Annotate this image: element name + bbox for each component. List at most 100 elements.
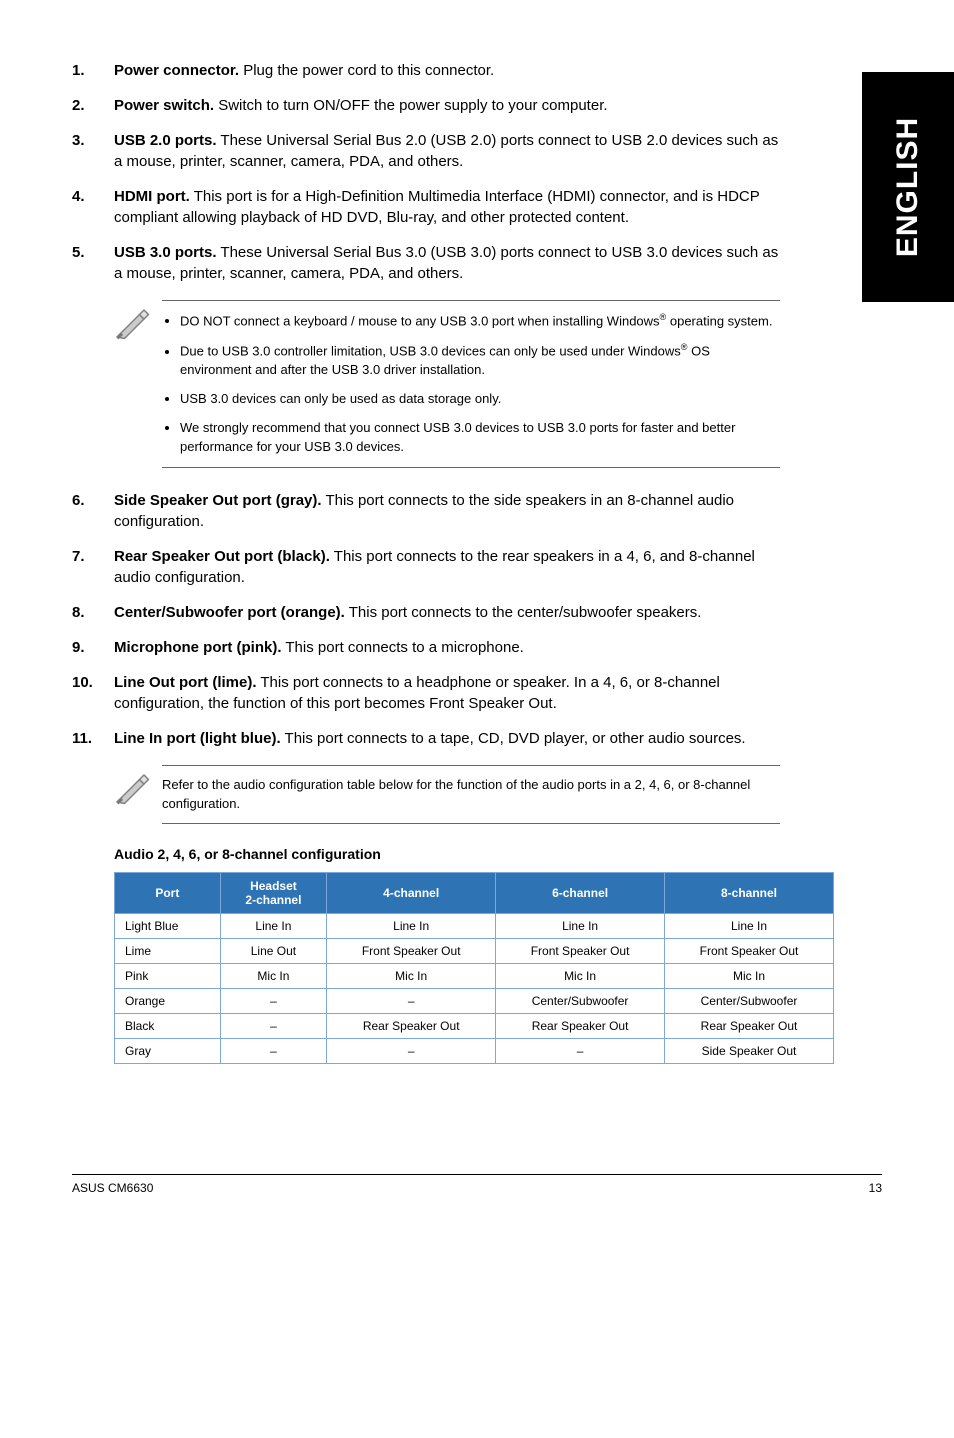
table-cell: Mic In (665, 964, 834, 989)
table-header: 6-channel (496, 873, 665, 914)
table-cell: Orange (115, 989, 221, 1014)
table-cell: Center/Subwoofer (665, 989, 834, 1014)
note-content: Refer to the audio configuration table b… (162, 765, 780, 825)
pencil-icon (114, 765, 162, 810)
item-number: 7. (72, 546, 114, 588)
table-cell: Line Out (220, 939, 327, 964)
table-row: Black–Rear Speaker OutRear Speaker OutRe… (115, 1014, 834, 1039)
audio-table-title: Audio 2, 4, 6, or 8-channel configuratio… (114, 846, 790, 862)
table-cell: – (220, 989, 327, 1014)
item-title: Microphone port (pink). (114, 639, 281, 656)
note-bullet: We strongly recommend that you connect U… (180, 419, 780, 457)
note-bullet: Due to USB 3.0 controller limitation, US… (180, 341, 780, 380)
item-desc: Plug the power cord to this connector. (239, 62, 494, 79)
item-number: 8. (72, 602, 114, 623)
item-body: Power connector. Plug the power cord to … (114, 60, 790, 81)
table-cell: – (327, 1039, 496, 1064)
item-number: 9. (72, 637, 114, 658)
list-item: 11.Line In port (light blue). This port … (72, 728, 790, 749)
table-row: Gray–––Side Speaker Out (115, 1039, 834, 1064)
item-title: USB 3.0 ports. (114, 244, 217, 261)
audio-config-note: Refer to the audio configuration table b… (162, 777, 750, 811)
item-body: USB 3.0 ports. These Universal Serial Bu… (114, 242, 790, 284)
item-body: Power switch. Switch to turn ON/OFF the … (114, 95, 790, 116)
numbered-list-top: 1.Power connector. Plug the power cord t… (72, 60, 790, 284)
note-block-audio: Refer to the audio configuration table b… (114, 765, 790, 825)
item-title: USB 2.0 ports. (114, 132, 217, 149)
list-item: 9.Microphone port (pink). This port conn… (72, 637, 790, 658)
item-body: Center/Subwoofer port (orange). This por… (114, 602, 790, 623)
table-cell: Rear Speaker Out (327, 1014, 496, 1039)
item-title: Line Out port (lime). (114, 674, 257, 691)
table-cell: Lime (115, 939, 221, 964)
page-footer: ASUS CM6630 13 (72, 1174, 882, 1195)
table-header: 4-channel (327, 873, 496, 914)
item-title: Power connector. (114, 62, 239, 79)
numbered-list-bottom: 6.Side Speaker Out port (gray). This por… (72, 490, 790, 749)
table-cell: Center/Subwoofer (496, 989, 665, 1014)
table-cell: Rear Speaker Out (496, 1014, 665, 1039)
table-header: Headset2-channel (220, 873, 327, 914)
table-row: Orange––Center/SubwooferCenter/Subwoofer (115, 989, 834, 1014)
note-bullet: USB 3.0 devices can only be used as data… (180, 390, 780, 409)
table-cell: Gray (115, 1039, 221, 1064)
list-item: 3.USB 2.0 ports. These Universal Serial … (72, 130, 790, 172)
item-body: USB 2.0 ports. These Universal Serial Bu… (114, 130, 790, 172)
item-body: Microphone port (pink). This port connec… (114, 637, 790, 658)
item-title: Rear Speaker Out port (black). (114, 548, 330, 565)
table-row: Light BlueLine InLine InLine InLine In (115, 914, 834, 939)
table-cell: Line In (327, 914, 496, 939)
list-item: 4.HDMI port. This port is for a High-Def… (72, 186, 790, 228)
list-item: 6.Side Speaker Out port (gray). This por… (72, 490, 790, 532)
audio-config-table: PortHeadset2-channel4-channel6-channel8-… (114, 872, 834, 1064)
pencil-icon (114, 300, 162, 345)
note-block-usb3: DO NOT connect a keyboard / mouse to any… (114, 300, 790, 468)
table-row: PinkMic InMic InMic InMic In (115, 964, 834, 989)
item-number: 3. (72, 130, 114, 172)
item-number: 10. (72, 672, 114, 714)
table-cell: Front Speaker Out (496, 939, 665, 964)
item-body: Rear Speaker Out port (black). This port… (114, 546, 790, 588)
table-cell: Front Speaker Out (327, 939, 496, 964)
item-title: HDMI port. (114, 188, 190, 205)
item-body: Side Speaker Out port (gray). This port … (114, 490, 790, 532)
item-desc: This port connects to the center/subwoof… (345, 604, 702, 621)
table-cell: Light Blue (115, 914, 221, 939)
item-desc: This port connects to a microphone. (281, 639, 523, 656)
table-cell: Mic In (327, 964, 496, 989)
table-cell: Rear Speaker Out (665, 1014, 834, 1039)
item-number: 11. (72, 728, 114, 749)
table-cell: – (327, 989, 496, 1014)
item-desc: Switch to turn ON/OFF the power supply t… (214, 97, 608, 114)
table-cell: Side Speaker Out (665, 1039, 834, 1064)
table-header: Port (115, 873, 221, 914)
list-item: 7.Rear Speaker Out port (black). This po… (72, 546, 790, 588)
item-number: 4. (72, 186, 114, 228)
item-body: Line Out port (lime). This port connects… (114, 672, 790, 714)
list-item: 8.Center/Subwoofer port (orange). This p… (72, 602, 790, 623)
table-cell: – (496, 1039, 665, 1064)
language-tab: ENGLISH (862, 72, 954, 302)
footer-product: ASUS CM6630 (72, 1181, 153, 1195)
item-number: 5. (72, 242, 114, 284)
language-tab-text: ENGLISH (891, 117, 925, 257)
note-bullet: DO NOT connect a keyboard / mouse to any… (180, 311, 780, 331)
table-cell: Mic In (220, 964, 327, 989)
list-item: 5.USB 3.0 ports. These Universal Serial … (72, 242, 790, 284)
table-row: LimeLine OutFront Speaker OutFront Speak… (115, 939, 834, 964)
item-desc: This port is for a High-Definition Multi… (114, 188, 760, 226)
item-title: Power switch. (114, 97, 214, 114)
table-cell: Mic In (496, 964, 665, 989)
item-title: Line In port (light blue). (114, 730, 281, 747)
table-cell: – (220, 1039, 327, 1064)
item-title: Side Speaker Out port (gray). (114, 492, 322, 509)
table-cell: Line In (496, 914, 665, 939)
table-cell: Line In (220, 914, 327, 939)
item-body: Line In port (light blue). This port con… (114, 728, 790, 749)
table-cell: Line In (665, 914, 834, 939)
table-cell: – (220, 1014, 327, 1039)
item-number: 6. (72, 490, 114, 532)
table-cell: Front Speaker Out (665, 939, 834, 964)
item-number: 1. (72, 60, 114, 81)
list-item: 10.Line Out port (lime). This port conne… (72, 672, 790, 714)
